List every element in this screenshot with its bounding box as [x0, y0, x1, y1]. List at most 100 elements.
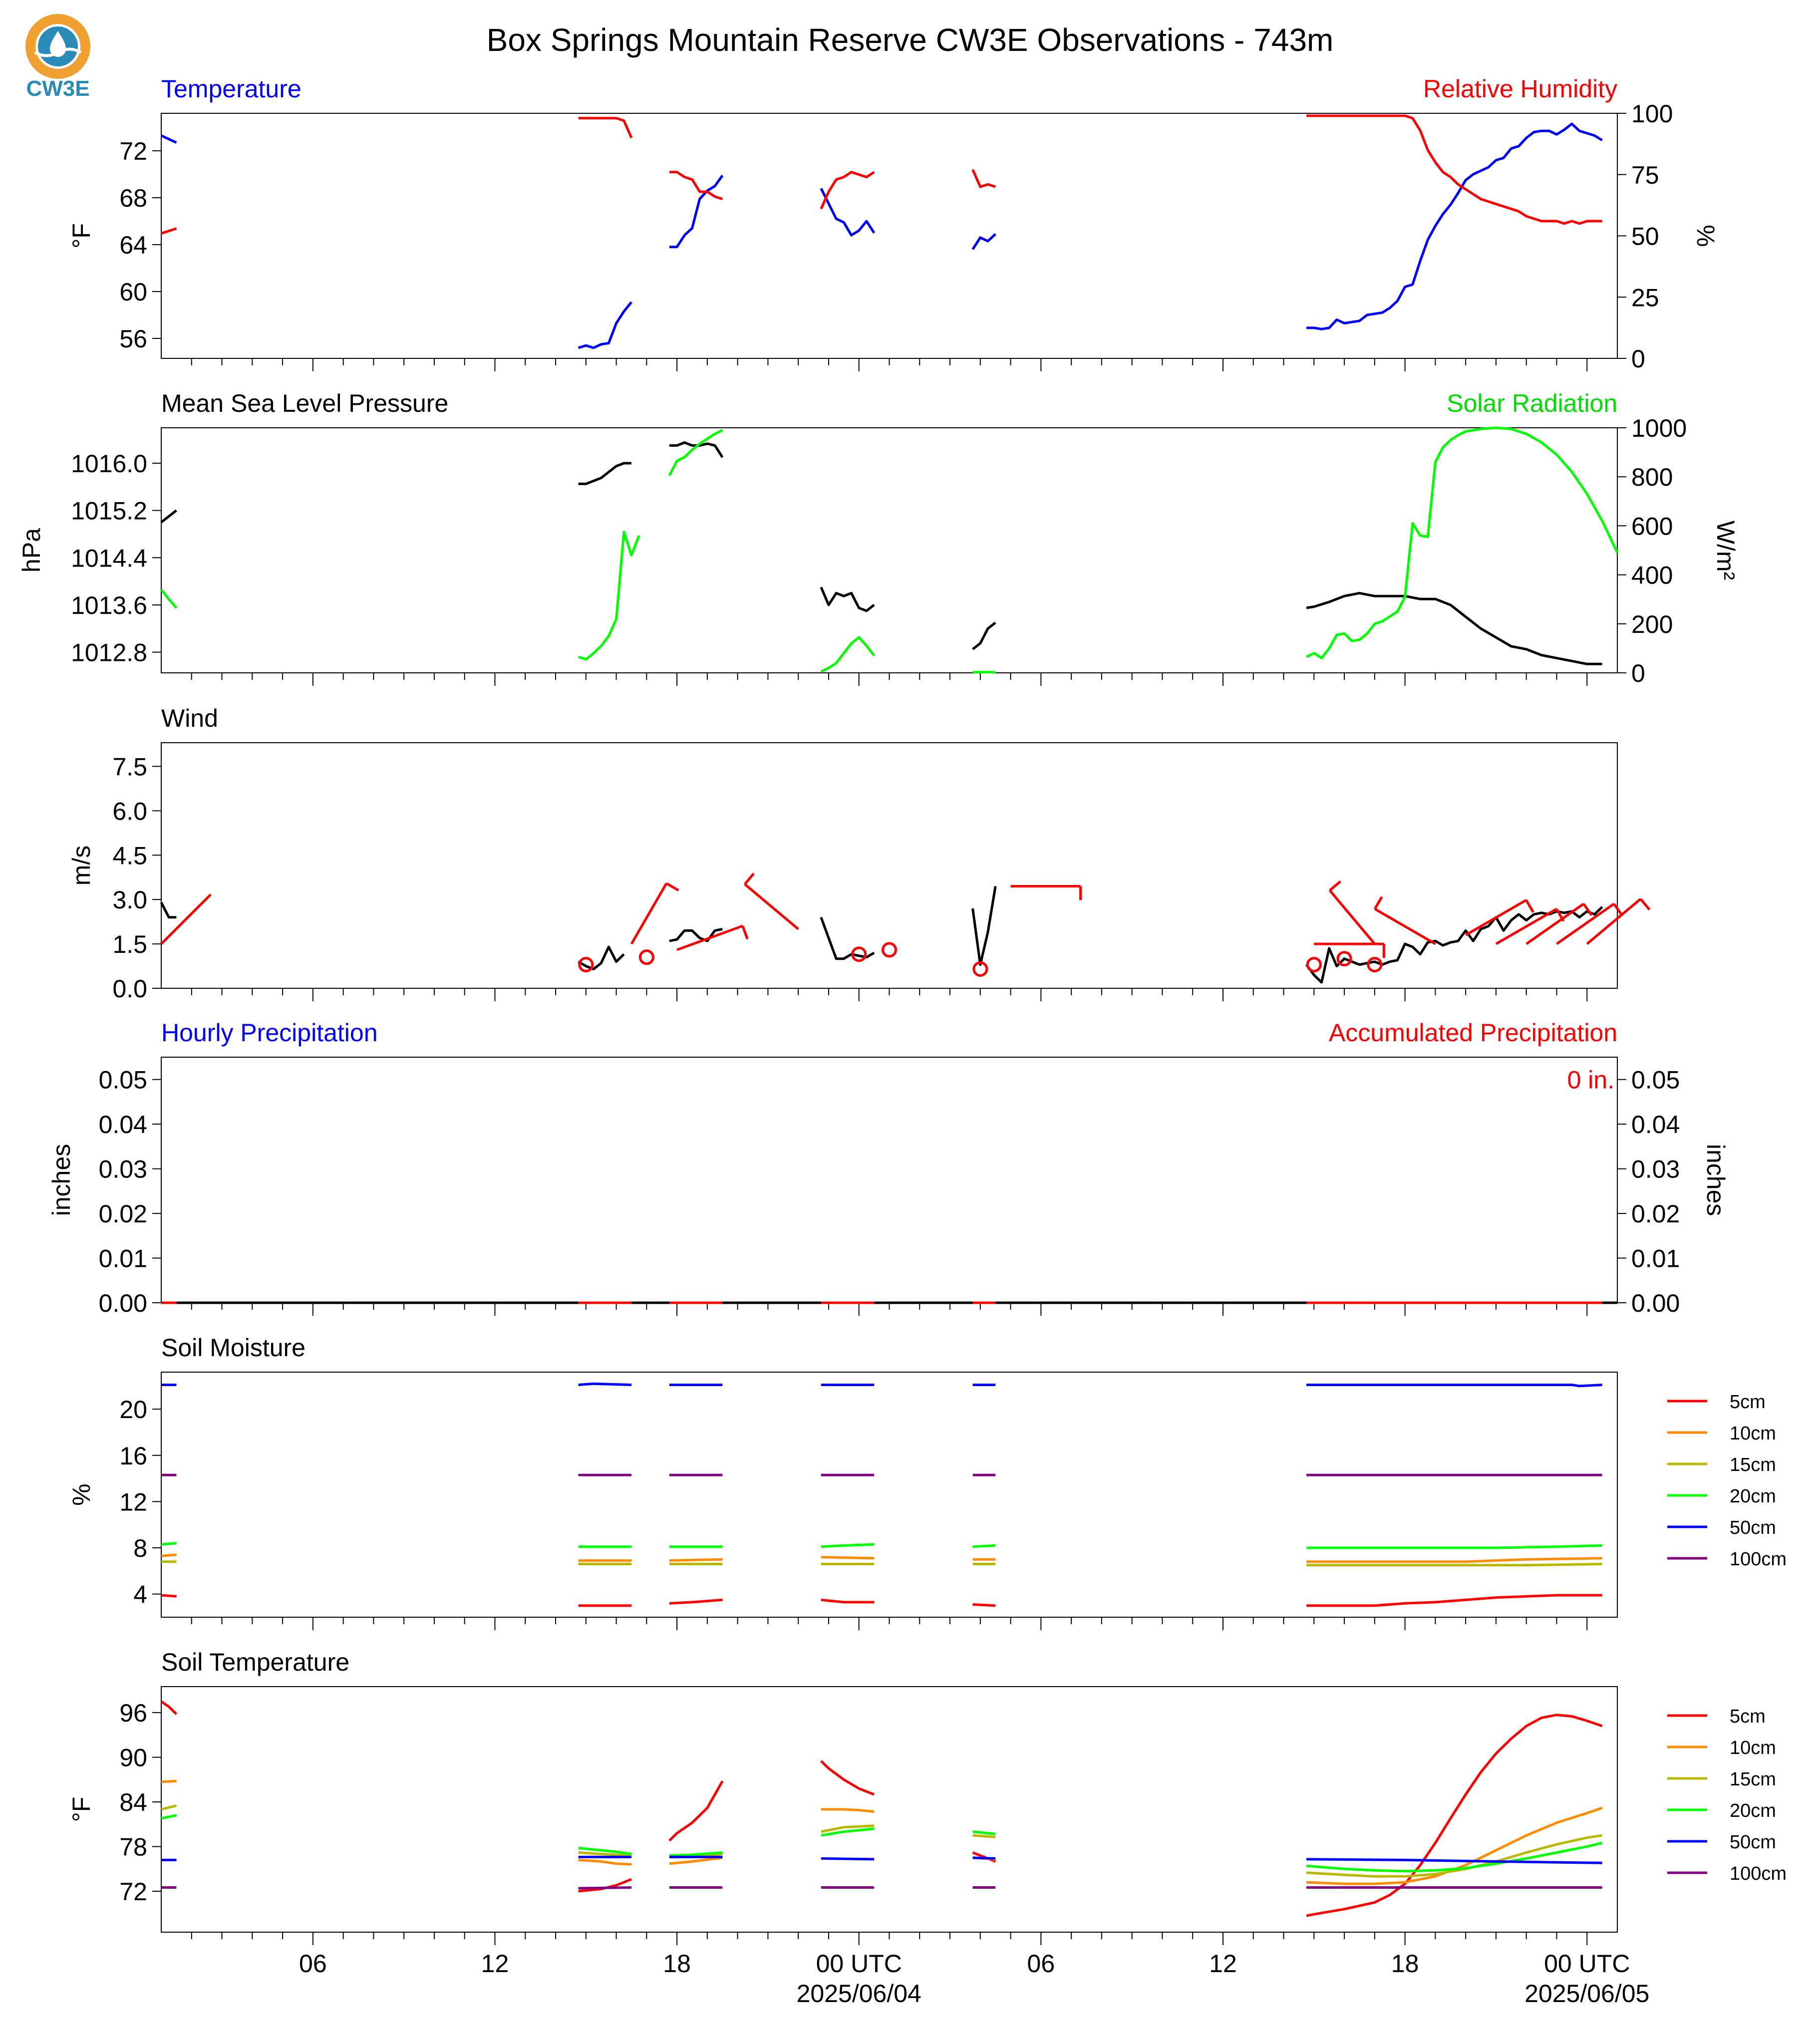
series-line-1-seg-4: [972, 671, 996, 674]
series-line-100cm-seg-1: [578, 1886, 631, 1890]
series-line-10cm-seg-0: [161, 1553, 177, 1557]
series-line-10cm-seg-3: [821, 1556, 875, 1560]
series-line-20cm-seg-0: [161, 1814, 177, 1820]
legend-label: 10cm: [1730, 1738, 1776, 1758]
series-line-15cm-seg-1: [578, 1851, 632, 1857]
y2-tick-label: 75: [1631, 161, 1659, 189]
y-tick-label: 72: [119, 1878, 147, 1906]
series-line-5cm-seg-0: [161, 1594, 177, 1598]
y-axis-label: hPa: [17, 528, 45, 573]
cw3e-logo: CW3E: [25, 14, 90, 101]
y2-axis-label: W/m²: [1712, 521, 1740, 580]
panel-left-title: Soil Temperature: [161, 1648, 349, 1676]
plot-frame: [161, 742, 1618, 989]
series-line-5cm-seg-2: [668, 1780, 724, 1842]
y-tick-label: 64: [119, 231, 147, 259]
series-line-0-seg-1: [578, 462, 631, 485]
y-tick-label: 1016.0: [71, 450, 147, 478]
y2-tick-label: 0: [1631, 345, 1645, 373]
y2-tick-label: 0.02: [1631, 1200, 1680, 1228]
series-line-10cm-seg-3: [821, 1808, 875, 1813]
y-tick-label: 84: [119, 1788, 147, 1816]
legend-label: 100cm: [1730, 1863, 1787, 1884]
series-line-20cm-seg-2: [669, 1851, 723, 1857]
wind-barb: [1465, 899, 1527, 936]
x-tick-label: 06: [299, 1950, 327, 1978]
y-tick-label: 0.05: [99, 1066, 147, 1094]
calm-wind-marker: [851, 946, 867, 962]
wind-barb-flag: [1639, 898, 1651, 911]
wind-barb-flag: [1613, 903, 1623, 916]
y2-tick-label: 0.01: [1631, 1245, 1680, 1273]
legend-label: 50cm: [1730, 1517, 1776, 1538]
series-line-0-seg-2: [669, 441, 724, 458]
panel-soil-temp: Soil Temperature 72 78 84 90 96 °F 5cm 10cm 15cm 2…: [67, 1648, 1787, 2008]
panel-wind: Wind 0.0 1.5 3.0 4.5 6.0 7.5 m/s: [67, 704, 1651, 1003]
panel-pressure-solar: Mean Sea Level Pressure Solar Radiation 10…: [17, 389, 1740, 687]
plot-frame: [161, 1372, 1618, 1618]
y-tick-label: 0.01: [99, 1245, 147, 1273]
wind-barb-flag: [741, 925, 749, 940]
series-line-5cm-seg-5: [1306, 1714, 1603, 1917]
y-tick-label: 12: [119, 1488, 147, 1516]
panel-right-title: Relative Humidity: [1423, 75, 1617, 103]
series-line-0-seg-5: [1305, 906, 1603, 984]
y2-tick-label: 50: [1631, 223, 1659, 251]
y-tick-label: 16: [119, 1442, 147, 1470]
y2-tick-label: 0.00: [1631, 1289, 1680, 1317]
series-line-50cm-seg-5: [1306, 1858, 1602, 1864]
series-line-10cm-seg-2: [669, 1856, 723, 1865]
y2-tick-label: 25: [1631, 284, 1659, 311]
series-line-20cm-seg-5: [1306, 1841, 1603, 1873]
calm-wind-marker: [638, 949, 654, 965]
y-tick-label: 6.0: [112, 797, 147, 825]
calm-wind-marker: [1336, 951, 1352, 967]
x-tick-label: 18: [1391, 1950, 1419, 1978]
y-tick-label: 78: [119, 1833, 147, 1861]
series-line-0-seg-0: [160, 901, 177, 919]
logo-waves-icon: [34, 47, 82, 57]
series-line-5cm-seg-0: [160, 1700, 178, 1715]
legend-label: 50cm: [1730, 1832, 1776, 1853]
x-tick-label: 06: [1027, 1950, 1055, 1978]
y2-tick-label: 1000: [1631, 414, 1687, 442]
y-tick-label: 1014.4: [71, 544, 147, 572]
legend: 5cm 10cm 15cm 20cm 50cm 100cm: [1667, 1392, 1787, 1570]
wind-barb-flag: [1373, 896, 1383, 910]
series-line-10cm-seg-1: [578, 1858, 632, 1866]
series-line-1-seg-3: [820, 636, 876, 673]
wind-barb: [676, 924, 743, 951]
series-line-10cm-seg-2: [669, 1558, 723, 1562]
logo-ring: [25, 14, 90, 79]
series-line-1-seg-5: [1306, 114, 1602, 225]
series-line-0-seg-2: [669, 175, 724, 249]
series-line-1-seg-5: [1306, 426, 1619, 659]
x-date-label: 2025/06/05: [1524, 1980, 1649, 2008]
y-tick-label: 1.5: [112, 930, 147, 958]
series-line-15cm-seg-4: [972, 1834, 996, 1838]
x-tick-label: 00 UTC: [1544, 1950, 1630, 1978]
wind-barb-flag: [1329, 880, 1341, 891]
y-tick-label: 4: [133, 1581, 147, 1609]
wind-barb: [744, 883, 799, 930]
y-axis-label: %: [67, 1483, 95, 1505]
y2-tick-label: 400: [1631, 562, 1673, 589]
accum-precip-label: 0 in.: [1567, 1066, 1614, 1094]
y2-tick-label: 0.03: [1631, 1156, 1680, 1183]
wind-barb-flag: [1582, 903, 1593, 916]
y-tick-label: 72: [119, 137, 147, 165]
panel-soil-moisture: Soil Moisture 4 8 12 16 20% 5cm 10cm 15cm 20cm 50c…: [67, 1334, 1787, 1630]
wind-barb-flag: [1525, 899, 1534, 913]
calm-wind-marker: [1306, 957, 1322, 973]
y-axis-label: m/s: [67, 846, 95, 886]
y-tick-label: 0.02: [99, 1200, 147, 1228]
y2-tick-label: 600: [1631, 512, 1673, 540]
y2-tick-label: 800: [1631, 463, 1673, 491]
series-line-5cm-seg-3: [821, 1598, 875, 1604]
series-line-50cm-seg-3: [821, 1857, 875, 1861]
calm-wind-marker: [972, 961, 988, 977]
x-tick-label: 12: [1209, 1950, 1237, 1978]
series-line-0-seg-5: [1306, 591, 1602, 665]
series-line-10cm-seg-5: [1306, 1557, 1602, 1563]
series-line-15cm-seg-3: [821, 1824, 875, 1833]
